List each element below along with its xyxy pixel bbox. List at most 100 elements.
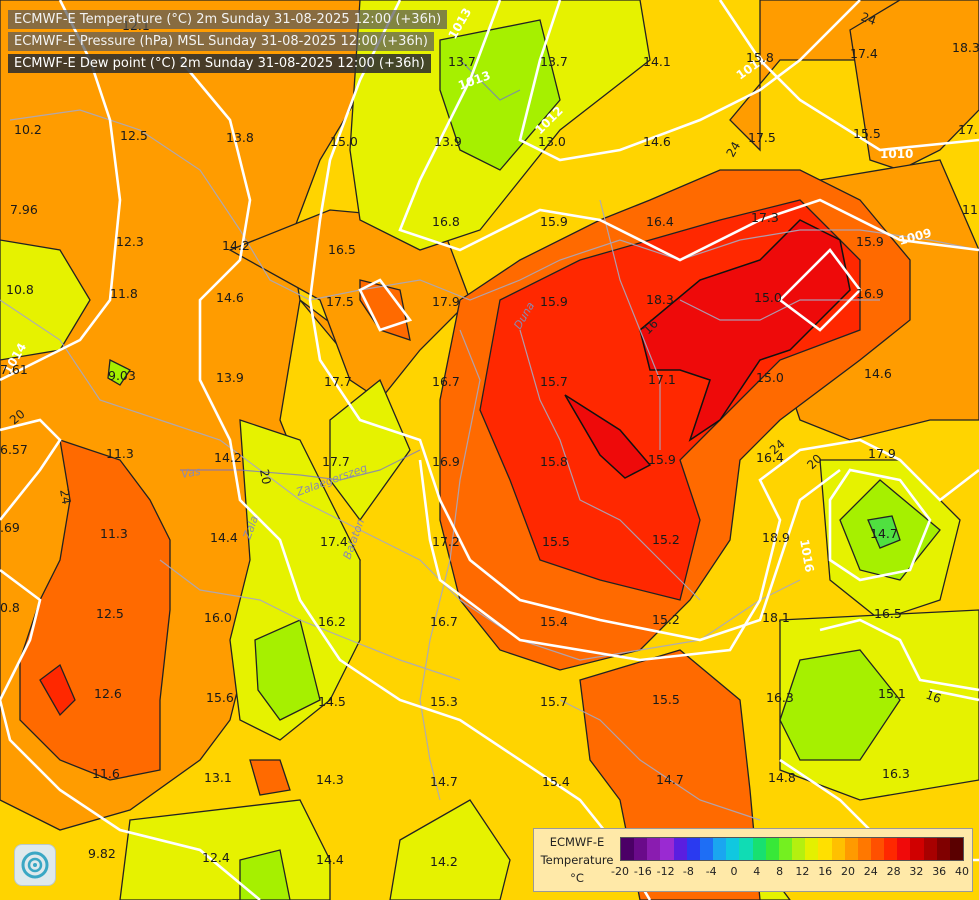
temperature-value: 14.4 <box>316 852 344 867</box>
temperature-value: 12.5 <box>96 606 124 621</box>
legend-tick: -8 <box>682 865 694 878</box>
temperature-value: 10.2 <box>14 122 42 137</box>
temperature-value: 15.0 <box>756 370 784 385</box>
rivers <box>180 59 521 481</box>
legend-tick: -16 <box>633 865 652 878</box>
header-dewpoint[interactable]: ECMWF-E Dew point (°C) 2m Sunday 31-08-2… <box>8 54 431 73</box>
temperature-value: 15.2 <box>652 612 680 627</box>
temperature-value: 18.3 <box>952 40 979 55</box>
legend-swatch <box>673 838 687 860</box>
temperature-value: 17.4 <box>320 534 348 549</box>
legend-swatch <box>949 838 964 860</box>
temperature-value: 6.57 <box>0 442 28 457</box>
temp-zone-darkred <box>564 219 851 479</box>
legend-tick: -12 <box>656 865 675 878</box>
legend-swatch <box>621 838 635 860</box>
temperature-value: 15.5 <box>652 692 680 707</box>
header-pressure[interactable]: ECMWF-E Pressure (hPa) MSL Sunday 31-08-… <box>8 32 434 51</box>
temperature-value: 15.9 <box>648 452 676 467</box>
legend-tick: 20 <box>841 865 855 878</box>
temperature-value: 13.0 <box>538 134 566 149</box>
temperature-value: 12.4 <box>202 850 230 865</box>
temperature-value: 11.8 <box>110 286 138 301</box>
temperature-value: 16.4 <box>756 450 784 465</box>
legend-tick: 12 <box>795 865 810 878</box>
temperature-value: 14.1 <box>643 54 671 69</box>
swirl-icon <box>21 851 49 879</box>
legend-swatch <box>647 838 661 860</box>
temperature-value: 14.3 <box>316 772 344 787</box>
temperature-value: 0.8 <box>0 600 20 615</box>
river-label: Vas <box>180 465 202 481</box>
temperature-value: 9.82 <box>88 846 116 861</box>
temperature-value: 16.8 <box>432 214 460 229</box>
legend-title: Temperature <box>540 853 614 867</box>
temperature-values: 12.113.713.714.115.817.418.310.212.513.8… <box>0 18 979 869</box>
legend-tick: 16 <box>818 865 833 878</box>
temperature-value: 15.4 <box>542 774 570 789</box>
dewpoint-label: 16 <box>924 688 943 706</box>
temperature-value: 15.7 <box>540 694 568 709</box>
temperature-value: 15.5 <box>853 126 881 141</box>
temperature-value: 17.9 <box>432 294 460 309</box>
temperature-value: 18.3 <box>646 292 674 307</box>
temperature-value: 16.0 <box>204 610 232 625</box>
temperature-value: 16.3 <box>882 766 910 781</box>
temperature-value: 16.5 <box>874 606 902 621</box>
temperature-value: 15.2 <box>652 532 680 547</box>
legend-swatch <box>686 838 700 860</box>
temperature-value: 14.7 <box>870 526 898 541</box>
legend-swatch <box>857 838 871 860</box>
legend-swatch <box>897 838 911 860</box>
dewpoint-label: 24 <box>859 10 878 28</box>
temperature-value: 17.5 <box>748 130 776 145</box>
temperature-value: 14.6 <box>643 134 671 149</box>
temperature-value: 17.5 <box>326 294 354 309</box>
temperature-value: 16.7 <box>432 374 460 389</box>
dewpoint-label: 24 <box>57 488 73 505</box>
legend-swatch <box>634 838 648 860</box>
legend-swatch <box>699 838 714 860</box>
temperature-value: .69 <box>0 520 20 535</box>
legend-swatch <box>752 838 766 860</box>
temperature-value: 15.9 <box>856 234 884 249</box>
temperature-value: 12.6 <box>94 686 122 701</box>
temperature-value: 15.7 <box>540 374 568 389</box>
legend-swatch <box>726 838 740 860</box>
header-temperature[interactable]: ECMWF-E Temperature (°C) 2m Sunday 31-08… <box>8 10 448 29</box>
temperature-value: 12.5 <box>120 128 148 143</box>
temperature-value: 17.7 <box>322 454 350 469</box>
temperature-value: 18.9 <box>762 530 790 545</box>
temperature-value: 7.96 <box>10 202 38 217</box>
temperature-value: 13.9 <box>216 370 244 385</box>
legend-colorbar <box>620 837 964 861</box>
temperature-value: 14.2 <box>430 854 458 869</box>
legend-swatch <box>844 838 858 860</box>
temperature-value: 15.9 <box>540 294 568 309</box>
temperature-value: 16.5 <box>328 242 356 257</box>
temperature-value: 15.9 <box>540 214 568 229</box>
temperature-value: 13.1 <box>204 770 232 785</box>
temperature-legend: ECMWF-E Temperature °C -20 -16 -12 -8 -4 0 4 8 1… <box>533 828 973 892</box>
temperature-value: 16.9 <box>432 454 460 469</box>
legend-tick: 8 <box>776 865 784 878</box>
temperature-value: 13.7 <box>540 54 568 69</box>
legend-swatch <box>884 838 898 860</box>
temperature-value: 14.2 <box>214 450 242 465</box>
temperature-value: 17.7 <box>324 374 352 389</box>
legend-ticks: -20 -16 -12 -8 -4 0 4 8 12 16 20 24 28 32 36 40 <box>611 865 969 883</box>
legend-swatch <box>936 838 950 860</box>
temperature-value: 13.9 <box>434 134 462 149</box>
temperature-value: 11.3 <box>106 446 134 461</box>
temperature-value: 14.6 <box>216 290 244 305</box>
temperature-value: 16.9 <box>856 286 884 301</box>
temperature-value: 15.3 <box>430 694 458 709</box>
legend-tick: -4 <box>705 865 717 878</box>
legend-tick: 36 <box>932 865 947 878</box>
legend-swatch <box>778 838 793 860</box>
temperature-value: 17.4 <box>850 46 878 61</box>
temperature-value: 15.4 <box>540 614 568 629</box>
legend-tick: 28 <box>886 865 901 878</box>
temperature-value: 10.8 <box>6 282 34 297</box>
